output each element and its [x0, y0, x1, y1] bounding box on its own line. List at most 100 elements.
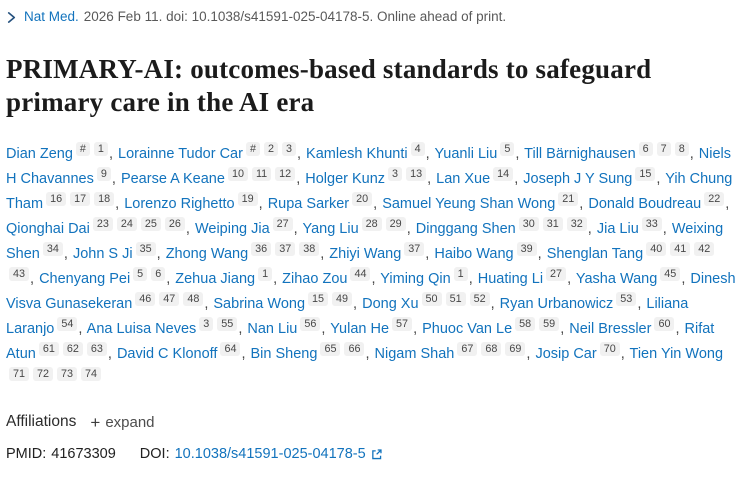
affiliation-superscript: 15 — [635, 167, 656, 181]
author-link[interactable]: Shenglan Tang — [546, 246, 644, 262]
affiliation-superscript: 52 — [469, 292, 490, 306]
author-link[interactable]: Liliana Laranjo — [6, 296, 689, 337]
author-link[interactable]: Dinesh Visva Gunasekeran — [6, 271, 736, 312]
author-link[interactable]: Chenyang Pei — [39, 271, 131, 287]
external-link-icon — [371, 448, 382, 459]
affiliation-superscript: 67 — [457, 342, 478, 356]
affiliation-superscript: 45 — [660, 267, 681, 281]
author-link[interactable]: Phuoc Van Le — [422, 321, 513, 337]
affiliation-superscript: 11 — [251, 167, 272, 181]
author-link[interactable]: Holger Kunz — [305, 171, 386, 187]
author-separator: , — [413, 321, 418, 337]
author-link[interactable]: Josip Car — [535, 346, 597, 362]
author-link[interactable]: Qionghai Dai — [6, 221, 90, 237]
author-link[interactable]: Weiping Jia — [194, 221, 270, 237]
affiliation-superscript: 26 — [164, 217, 185, 231]
author-separator: , — [371, 271, 376, 287]
author-link[interactable]: Yang Liu — [302, 221, 359, 237]
affiliation-superscript: 1 — [93, 142, 108, 156]
author-link[interactable]: Yuanli Liu — [434, 146, 498, 162]
author-link[interactable]: Joseph J Y Sung — [523, 171, 633, 187]
author-link[interactable]: Yih Chung Tham — [6, 171, 733, 212]
citation-details: 2026 Feb 11. doi: 10.1038/s41591-025-041… — [83, 9, 507, 24]
doi-label: DOI: — [139, 446, 170, 462]
author-separator: , — [296, 171, 301, 187]
affiliation-superscript: 64 — [220, 342, 241, 356]
author-link[interactable]: Yiming Qin — [380, 271, 451, 287]
affiliation-superscript: 30 — [518, 217, 539, 231]
author-separator: , — [425, 246, 430, 262]
author-link[interactable]: Jia Liu — [596, 221, 639, 237]
affiliation-superscript: 65 — [320, 342, 341, 356]
author-link[interactable]: Tien Yin Wong — [629, 346, 724, 362]
author-separator: , — [185, 221, 190, 237]
author-link[interactable]: Yulan He — [330, 321, 390, 337]
author-link[interactable]: Yasha Wang — [575, 271, 658, 287]
journal-link[interactable]: Nat Med. — [24, 9, 79, 24]
author-link[interactable]: Ana Luisa Neves — [86, 321, 197, 337]
author-link[interactable]: Pearse A Keane — [120, 171, 225, 187]
author-link[interactable]: Haibo Wang — [434, 246, 514, 262]
author-separator: , — [662, 221, 667, 237]
author-link[interactable]: Zihao Zou — [282, 271, 348, 287]
affiliation-superscript: 1 — [258, 267, 273, 281]
affiliation-superscript: 24 — [116, 217, 137, 231]
author-link[interactable]: Kamlesh Khunti — [306, 146, 408, 162]
affiliation-superscript: 61 — [38, 342, 59, 356]
author-separator: , — [560, 321, 565, 337]
author-link[interactable]: Zhong Wang — [165, 246, 249, 262]
author-link[interactable]: David C Klonoff — [116, 346, 218, 362]
author-separator: , — [108, 146, 113, 162]
affiliation-superscript: 69 — [505, 342, 526, 356]
affiliation-superscript: 22 — [704, 192, 725, 206]
author-link[interactable]: Niels H Chavannes — [6, 146, 731, 187]
author-link[interactable]: Weixing Shen — [6, 221, 724, 262]
author-separator: , — [681, 271, 686, 287]
affiliation-superscript: 3 — [199, 317, 214, 331]
affiliation-superscript: 1 — [453, 267, 468, 281]
affiliation-superscript: 37 — [404, 242, 425, 256]
author-link[interactable]: Dong Xu — [362, 296, 419, 312]
identifiers-row: PMID: 41673309 DOI: 10.1038/s41591-025-0… — [6, 446, 740, 462]
affiliation-superscript: 27 — [272, 217, 293, 231]
author-link[interactable]: Bin Sheng — [250, 346, 318, 362]
affiliation-superscript: 10 — [227, 167, 248, 181]
author-separator: , — [111, 171, 116, 187]
author-link[interactable]: Zehua Jiang — [175, 271, 256, 287]
author-link[interactable]: Sabrina Wong — [213, 296, 306, 312]
affiliation-superscript: 74 — [81, 367, 102, 381]
expand-affiliations-button[interactable]: + expand — [90, 414, 154, 431]
author-link[interactable]: Lorainne Tudor Car — [118, 146, 243, 162]
author-link[interactable]: Rifat Atun — [6, 321, 715, 362]
affiliation-superscript: 2 — [263, 142, 278, 156]
author-separator: , — [115, 196, 120, 212]
author-link[interactable]: Nigam Shah — [374, 346, 455, 362]
author-link[interactable]: Ryan Urbanowicz — [499, 296, 614, 312]
author-link[interactable]: Rupa Sarker — [267, 196, 350, 212]
author-separator: , — [637, 296, 642, 312]
author-link[interactable]: Donald Boudreau — [588, 196, 702, 212]
author-link[interactable]: Lorenzo Righetto — [124, 196, 235, 212]
doi-link[interactable]: 10.1038/s41591-025-04178-5 — [175, 446, 383, 462]
author-link[interactable]: Dinggang Shen — [415, 221, 516, 237]
author-link[interactable]: Neil Bressler — [569, 321, 652, 337]
author-link[interactable]: Dian Zeng — [6, 146, 73, 162]
author-link[interactable]: Zhiyi Wang — [329, 246, 402, 262]
author-link[interactable]: Samuel Yeung Shan Wong — [382, 196, 556, 212]
affiliation-superscript: 12 — [275, 167, 296, 181]
author-link[interactable]: Lan Xue — [436, 171, 491, 187]
author-separator: , — [241, 346, 246, 362]
author-link[interactable]: Huating Li — [477, 271, 544, 287]
affiliation-superscript: 70 — [599, 342, 620, 356]
affiliation-superscript: 59 — [539, 317, 560, 331]
author-separator: , — [204, 296, 209, 312]
author-separator: , — [725, 196, 730, 212]
affiliation-superscript: 68 — [481, 342, 502, 356]
affiliation-superscript: 66 — [344, 342, 365, 356]
author-link[interactable]: Nan Liu — [247, 321, 298, 337]
author-link[interactable]: Till Bärnighausen — [524, 146, 636, 162]
author-separator: , — [515, 146, 520, 162]
author-link[interactable]: John S Ji — [72, 246, 133, 262]
article-page: Nat Med. 2026 Feb 11. doi: 10.1038/s4159… — [6, 9, 740, 462]
author-separator: , — [258, 196, 263, 212]
